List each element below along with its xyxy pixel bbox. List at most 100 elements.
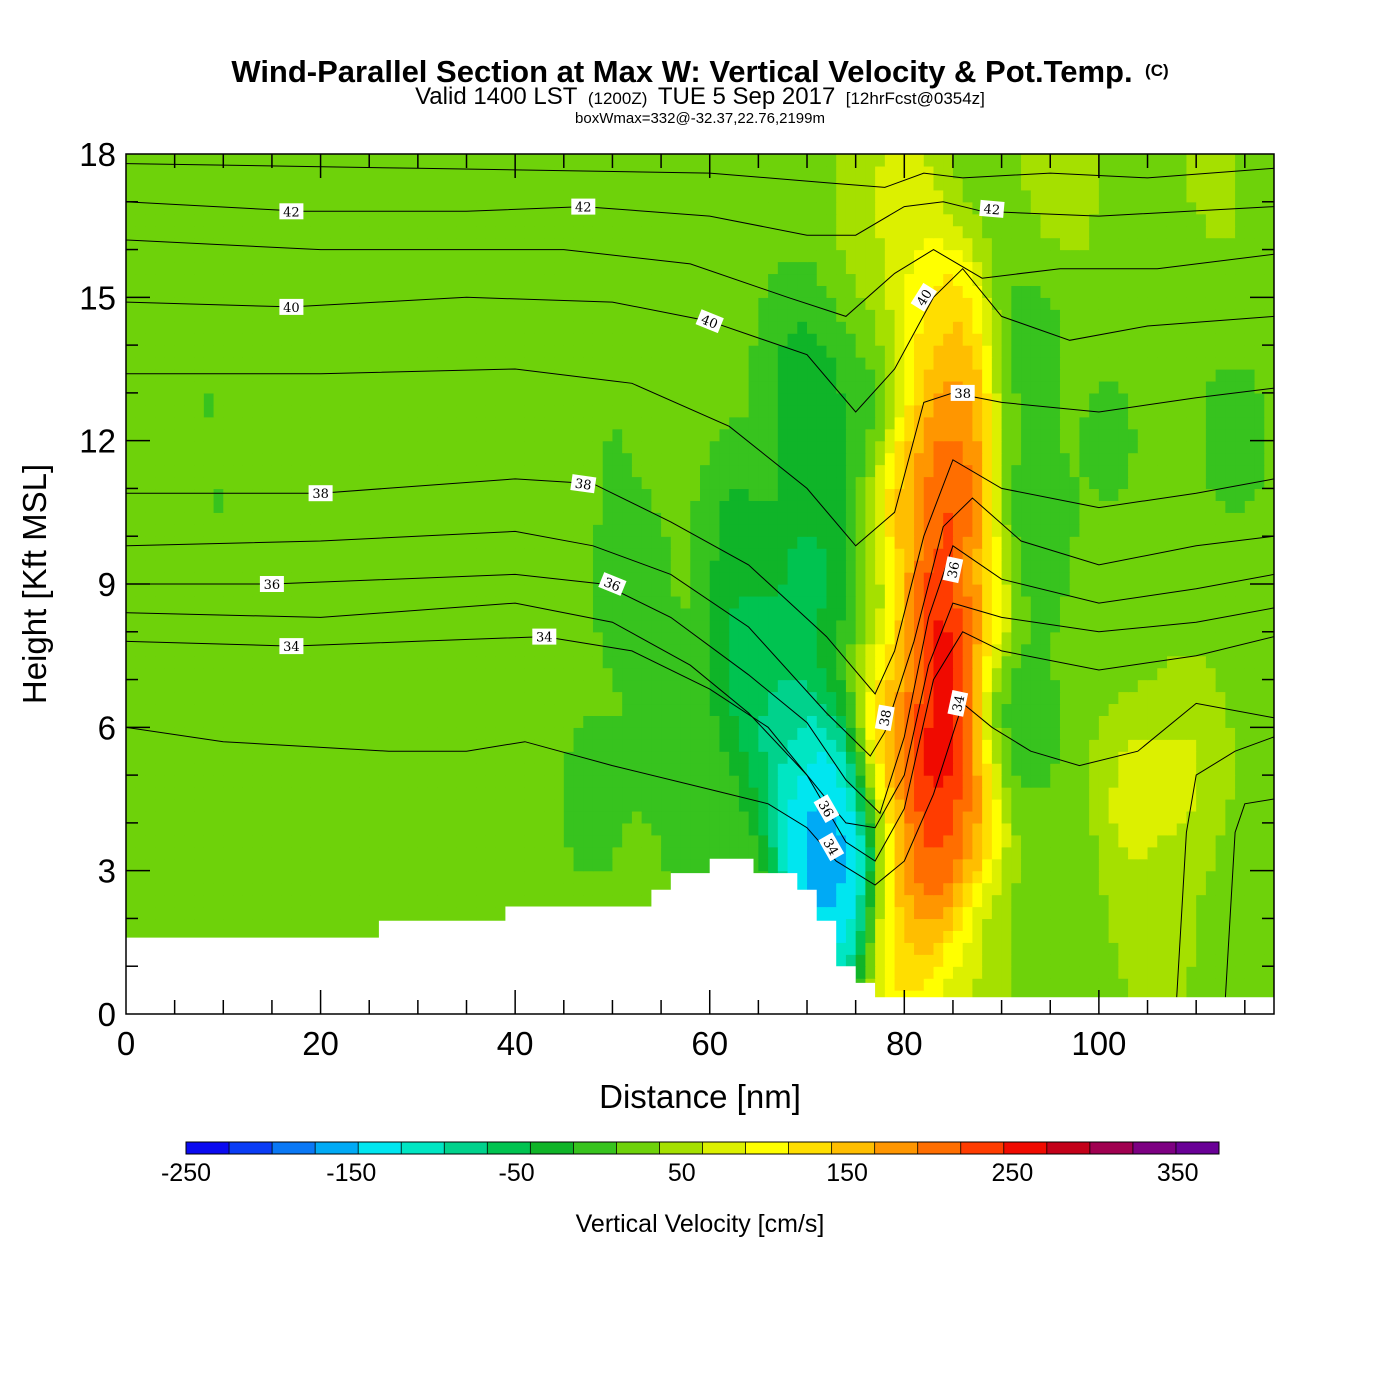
vv-cell xyxy=(748,775,759,788)
vv-cell xyxy=(369,595,380,609)
vv-cell xyxy=(914,942,925,955)
vv-cell xyxy=(991,978,1003,991)
vv-cell xyxy=(145,703,156,716)
vv-cell xyxy=(797,512,808,525)
vv-cell xyxy=(349,739,361,752)
vv-cell xyxy=(991,894,1003,908)
vv-cell xyxy=(875,942,886,955)
vv-cell xyxy=(427,703,438,716)
vv-cell xyxy=(1011,918,1022,931)
vv-cell xyxy=(1225,607,1236,621)
vv-cell xyxy=(631,763,643,776)
vv-cell xyxy=(1021,703,1032,716)
vv-cell xyxy=(456,715,468,728)
vv-cell xyxy=(398,739,409,752)
vv-cell xyxy=(213,655,224,669)
vv-cell xyxy=(203,524,215,537)
vv-cell xyxy=(1264,548,1274,561)
vv-cell xyxy=(1030,787,1042,800)
vv-cell xyxy=(962,607,974,621)
vv-cell xyxy=(359,751,370,764)
vv-cell xyxy=(1040,930,1051,943)
vv-cell xyxy=(836,870,847,884)
vv-cell xyxy=(1176,536,1188,549)
vv-cell xyxy=(1215,691,1226,705)
vv-cell xyxy=(1128,775,1139,788)
vv-cell xyxy=(262,727,273,740)
vv-cell xyxy=(1176,822,1188,836)
vv-cell xyxy=(135,715,147,728)
vv-cell xyxy=(573,822,584,836)
vv-cell xyxy=(680,655,691,669)
vv-cell xyxy=(447,703,458,716)
vv-cell xyxy=(369,703,380,716)
vv-cell xyxy=(836,703,847,716)
vv-cell xyxy=(1011,858,1022,872)
vv-cell xyxy=(1040,536,1051,549)
vv-cell xyxy=(262,715,273,728)
vv-cell xyxy=(135,512,147,525)
vv-cell xyxy=(612,775,623,788)
vv-cell xyxy=(592,834,604,848)
vv-cell xyxy=(563,643,575,657)
vv-cell xyxy=(1254,751,1265,764)
vv-cell xyxy=(1215,703,1226,716)
vv-cell xyxy=(982,643,993,657)
vv-cell xyxy=(641,548,652,561)
vv-cell xyxy=(641,739,652,752)
vv-cell xyxy=(1001,799,1012,812)
vv-cell xyxy=(398,822,409,836)
vv-cell xyxy=(544,524,555,537)
vv-cell xyxy=(359,727,370,740)
vv-cell xyxy=(301,787,312,800)
vv-cell xyxy=(592,775,604,788)
vv-cell xyxy=(982,822,993,836)
vv-cell xyxy=(495,715,507,728)
vv-cell xyxy=(1069,715,1081,728)
vv-cell xyxy=(972,990,983,1003)
vv-cell xyxy=(1244,942,1256,955)
vv-cell xyxy=(612,715,623,728)
vv-cell xyxy=(340,775,351,788)
vv-cell xyxy=(252,834,263,848)
vv-cell xyxy=(1137,822,1149,836)
vv-cell xyxy=(1021,560,1032,573)
vv-cell xyxy=(252,584,263,597)
vv-cell xyxy=(962,763,974,776)
vv-cell xyxy=(612,524,623,537)
vv-cell xyxy=(174,691,185,705)
vv-cell xyxy=(184,906,195,920)
vv-cell xyxy=(1196,595,1207,609)
vv-cell xyxy=(1166,715,1178,728)
vv-cell xyxy=(359,631,370,645)
vv-cell xyxy=(729,607,740,621)
vv-cell xyxy=(1069,763,1081,776)
vv-cell xyxy=(777,512,789,525)
vv-cell xyxy=(943,846,954,860)
vv-cell xyxy=(1137,810,1149,824)
vv-cell xyxy=(787,619,798,633)
vv-cell xyxy=(388,667,400,681)
vv-cell xyxy=(515,643,526,657)
vv-cell xyxy=(894,691,905,705)
vv-cell xyxy=(515,715,526,728)
vv-cell xyxy=(184,918,195,931)
vv-cell xyxy=(787,655,798,669)
vv-cell xyxy=(670,524,682,537)
vv-cell xyxy=(417,834,429,848)
vv-cell xyxy=(807,715,818,728)
vv-cell xyxy=(1128,619,1139,633)
vv-cell xyxy=(661,703,672,716)
vv-cell xyxy=(378,751,390,764)
vv-cell xyxy=(962,978,974,991)
vv-cell xyxy=(787,799,798,812)
vv-cell xyxy=(1176,942,1188,955)
vv-cell xyxy=(631,524,643,537)
vv-cell xyxy=(174,810,185,824)
vv-cell xyxy=(223,560,234,573)
vv-cell xyxy=(1137,595,1149,609)
vv-cell xyxy=(807,631,818,645)
vv-cell xyxy=(787,739,798,752)
vv-cell xyxy=(1118,584,1129,597)
vv-cell xyxy=(845,763,857,776)
